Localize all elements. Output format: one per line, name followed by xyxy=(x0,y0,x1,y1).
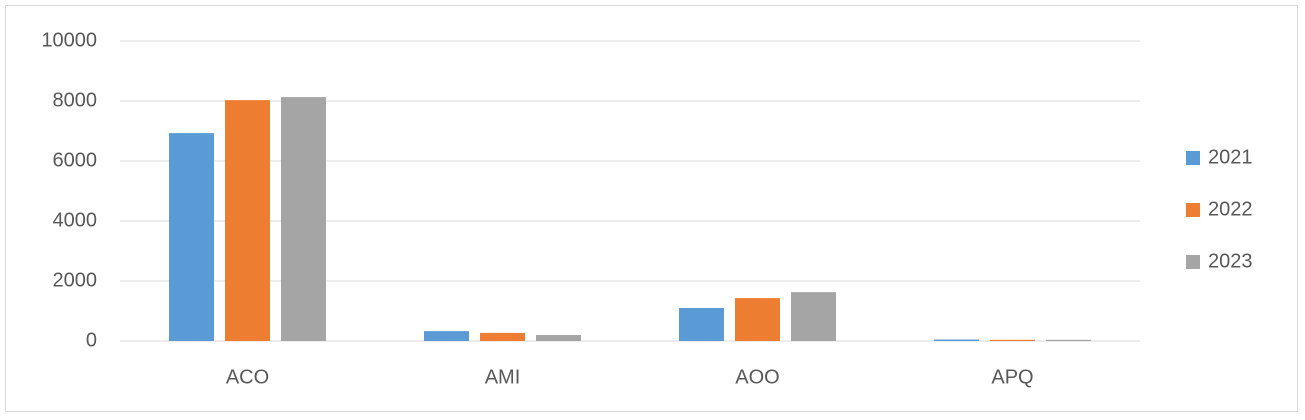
y-tick-label: 4000 xyxy=(53,209,98,231)
legend-label: 2021 xyxy=(1208,146,1253,168)
legend-label: 2023 xyxy=(1208,250,1253,272)
x-tick-label: APQ xyxy=(991,366,1033,388)
bar xyxy=(679,308,724,341)
chart-border xyxy=(5,5,1298,412)
y-tick-label: 0 xyxy=(86,329,97,351)
bar xyxy=(791,292,836,341)
bar xyxy=(990,339,1035,341)
bar xyxy=(225,100,270,341)
bar xyxy=(934,339,979,341)
x-tick-label: AMI xyxy=(485,366,521,388)
legend-swatch xyxy=(1186,151,1200,165)
bar xyxy=(735,298,780,341)
bar xyxy=(1046,339,1091,341)
legend-label: 2022 xyxy=(1208,198,1253,220)
y-tick-label: 6000 xyxy=(53,149,98,171)
bar xyxy=(536,335,581,341)
legend-swatch xyxy=(1186,255,1200,269)
y-tick-label: 2000 xyxy=(53,269,98,291)
y-tick-label: 10000 xyxy=(41,29,97,51)
legend-swatch xyxy=(1186,203,1200,217)
bar xyxy=(424,331,469,341)
x-tick-label: ACO xyxy=(226,366,269,388)
bar xyxy=(480,332,525,341)
y-tick-label: 8000 xyxy=(53,89,98,111)
bar xyxy=(281,97,326,341)
bar xyxy=(169,133,214,341)
x-tick-label: AOO xyxy=(735,366,779,388)
